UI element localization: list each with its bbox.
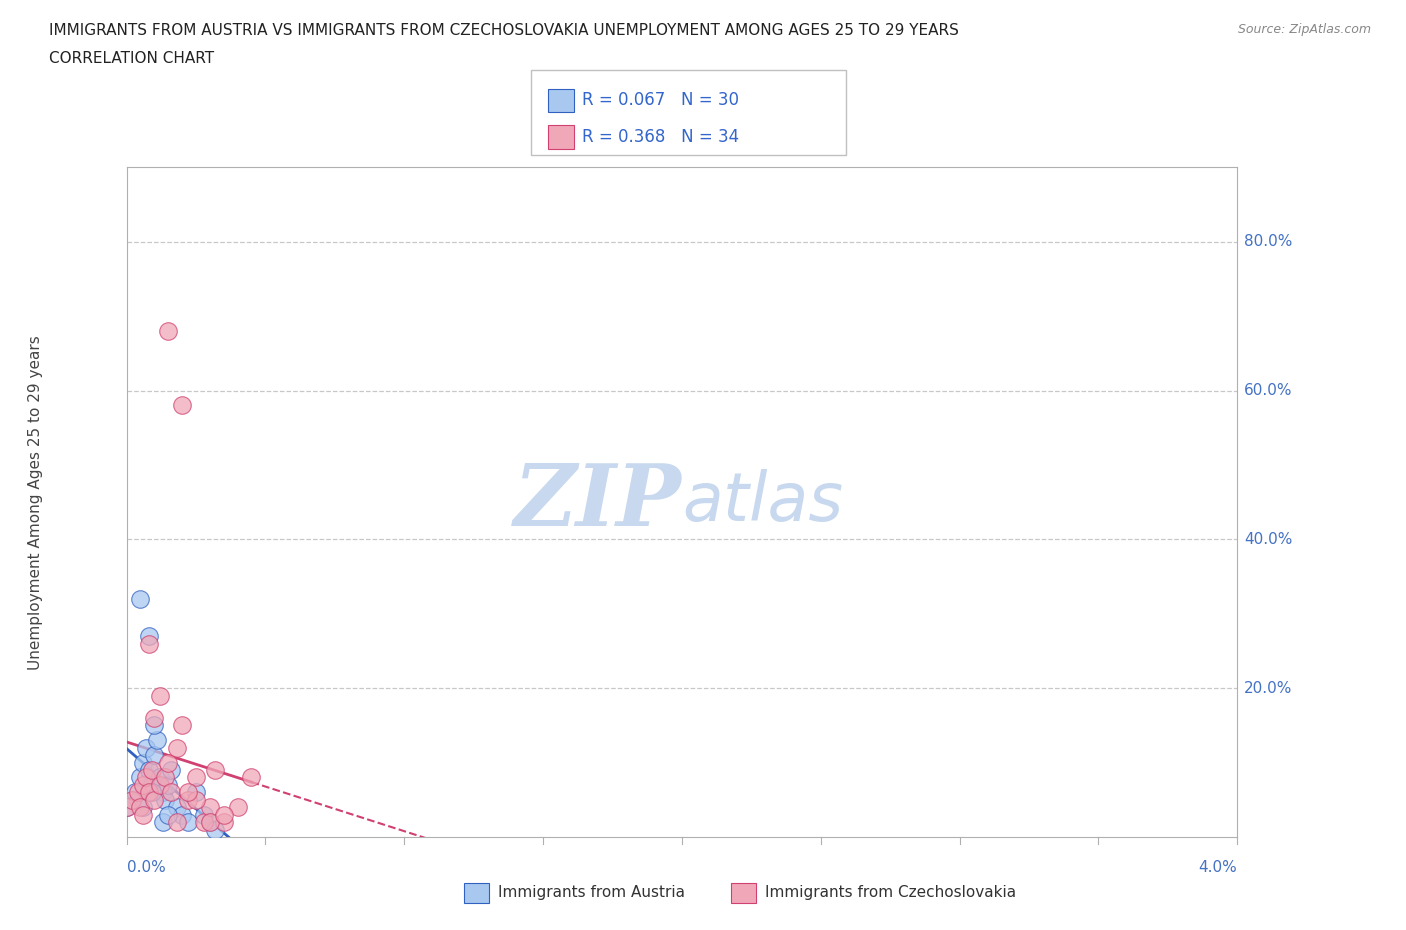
Point: [172, 807, 194, 822]
Point: [198, 800, 221, 815]
Point: [143, 718, 166, 733]
Point: [160, 763, 183, 777]
Point: [143, 748, 166, 763]
Point: [172, 718, 194, 733]
Point: [121, 792, 143, 807]
Text: 4.0%: 4.0%: [1198, 860, 1237, 875]
Point: [166, 740, 188, 755]
Point: [129, 800, 152, 815]
Text: 80.0%: 80.0%: [1244, 234, 1292, 249]
Point: [141, 785, 163, 800]
Point: [115, 800, 138, 815]
Point: [149, 688, 172, 703]
Point: [141, 763, 163, 777]
Point: [176, 785, 198, 800]
Point: [141, 777, 163, 792]
Point: [166, 815, 188, 830]
Point: [166, 800, 188, 815]
Text: Immigrants from Austria: Immigrants from Austria: [498, 885, 685, 900]
Point: [157, 807, 180, 822]
Point: [129, 591, 152, 606]
Point: [204, 763, 226, 777]
Point: [176, 792, 198, 807]
Text: atlas: atlas: [682, 470, 844, 535]
Point: [212, 807, 235, 822]
Point: [212, 815, 235, 830]
Point: [149, 770, 172, 785]
Text: 20.0%: 20.0%: [1244, 681, 1292, 696]
Point: [135, 740, 157, 755]
Point: [138, 629, 160, 644]
Point: [127, 785, 149, 800]
Point: [143, 792, 166, 807]
Point: [193, 807, 215, 822]
Point: [184, 792, 207, 807]
Point: [198, 815, 221, 830]
Point: [132, 755, 155, 770]
Point: [160, 785, 183, 800]
Text: 60.0%: 60.0%: [1244, 383, 1292, 398]
Point: [152, 785, 174, 800]
Point: [132, 807, 155, 822]
Point: [143, 711, 166, 725]
Text: IMMIGRANTS FROM AUSTRIA VS IMMIGRANTS FROM CZECHOSLOVAKIA UNEMPLOYMENT AMONG AGE: IMMIGRANTS FROM AUSTRIA VS IMMIGRANTS FR…: [49, 23, 959, 38]
Point: [157, 324, 180, 339]
Text: R = 0.067   N = 30: R = 0.067 N = 30: [582, 91, 740, 109]
Text: CORRELATION CHART: CORRELATION CHART: [49, 51, 214, 66]
Point: [132, 800, 155, 815]
Point: [157, 777, 180, 792]
Point: [138, 763, 160, 777]
Text: 0.0%: 0.0%: [127, 860, 166, 875]
Point: [176, 815, 198, 830]
Point: [184, 770, 207, 785]
Point: [226, 800, 249, 815]
Text: Source: ZipAtlas.com: Source: ZipAtlas.com: [1237, 23, 1371, 36]
Text: Unemployment Among Ages 25 to 29 years: Unemployment Among Ages 25 to 29 years: [28, 335, 42, 670]
Point: [155, 792, 177, 807]
Point: [240, 770, 263, 785]
Point: [193, 815, 215, 830]
Point: [138, 636, 160, 651]
Point: [149, 777, 172, 792]
Text: ZIP: ZIP: [515, 460, 682, 544]
Point: [124, 785, 146, 800]
Point: [152, 815, 174, 830]
Point: [135, 770, 157, 785]
Point: [184, 785, 207, 800]
Point: [204, 822, 226, 837]
Text: Immigrants from Czechoslovakia: Immigrants from Czechoslovakia: [765, 885, 1017, 900]
Point: [127, 792, 149, 807]
Point: [155, 770, 177, 785]
Point: [132, 777, 155, 792]
Point: [115, 800, 138, 815]
Point: [121, 792, 143, 807]
Point: [172, 398, 194, 413]
Point: [138, 785, 160, 800]
Point: [198, 815, 221, 830]
Point: [146, 733, 169, 748]
Text: 40.0%: 40.0%: [1244, 532, 1292, 547]
Text: R = 0.368   N = 34: R = 0.368 N = 34: [582, 128, 740, 146]
Point: [157, 755, 180, 770]
Point: [129, 770, 152, 785]
